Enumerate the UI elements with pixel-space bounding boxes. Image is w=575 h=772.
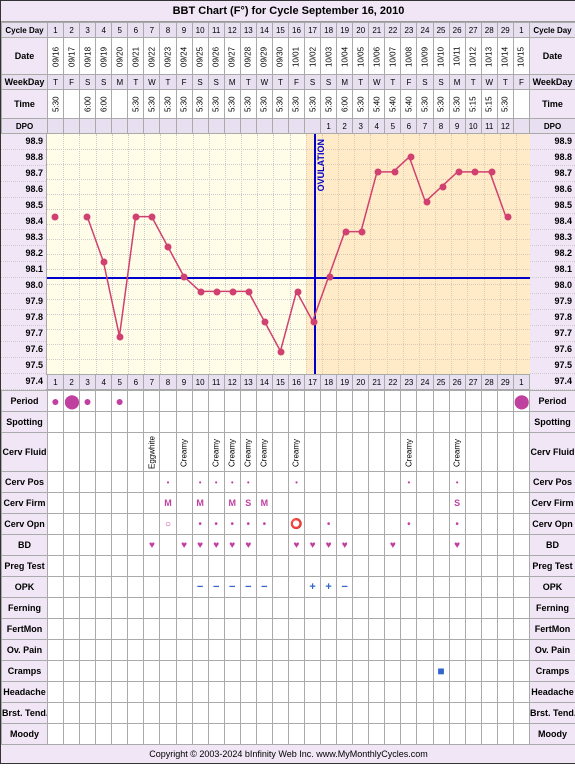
label-time-r: Time: [530, 90, 575, 119]
temp-point: [100, 258, 107, 265]
temp-point: [84, 213, 91, 220]
temp-point: [294, 288, 301, 295]
cycleday-row-top: Cycle Day 123456789101112131415161718192…: [2, 23, 575, 38]
label-cycleday-r: Cycle Day: [530, 23, 575, 38]
label-date-r: Date: [530, 38, 575, 75]
label-time: Time: [2, 90, 48, 119]
temp-point: [213, 288, 220, 295]
row-moody: MoodyMoody: [2, 724, 575, 745]
chart-area: 98.998.898.798.698.598.498.398.298.198.0…: [1, 134, 575, 374]
temp-point: [181, 273, 188, 280]
row-period: Period●⬤●●⬤Period: [2, 391, 575, 412]
date-row: Date 09/1609/1709/1809/1909/2009/2109/22…: [2, 38, 575, 75]
label-weekday-r: WeekDay: [530, 75, 575, 90]
row-cervFluid: Cerv FluidEggwhiteCreamyCreamyCreamyCrea…: [2, 433, 575, 472]
row-cervFirm: Cerv FirmMMMSMSCerv Firm: [2, 493, 575, 514]
cycleday-row-bottom: Cycle Day 123456789101112131415161718192…: [2, 375, 575, 390]
temp-point: [246, 288, 253, 295]
label-weekday: WeekDay: [2, 75, 48, 90]
cycleday-bottom-table: Cycle Day 123456789101112131415161718192…: [1, 374, 575, 390]
temp-point: [52, 213, 59, 220]
temp-point: [116, 333, 123, 340]
temp-point: [472, 168, 479, 175]
temp-point: [375, 168, 382, 175]
row-bd: BD♥♥♥♥♥♥♥♥♥♥♥♥BD: [2, 535, 575, 556]
dpo-row: DPO 123456789101112DPO: [2, 119, 575, 134]
sign-table: Period●⬤●●⬤PeriodSpottingSpottingCerv Fl…: [1, 390, 575, 745]
y-axis-right: 98.998.898.798.698.598.498.398.298.198.0…: [530, 134, 575, 374]
temp-point: [440, 183, 447, 190]
label-dpo: DPO: [2, 119, 48, 134]
label-date: Date: [2, 38, 48, 75]
row-brstTend: Brst. Tend.Brst. Tend.: [2, 703, 575, 724]
temp-point: [423, 198, 430, 205]
row-headache: HeadacheHeadache: [2, 682, 575, 703]
plot-area: OVULATION: [47, 134, 530, 374]
temp-point: [278, 348, 285, 355]
temp-point: [165, 243, 172, 250]
temp-point: [132, 213, 139, 220]
copyright: Copyright © 2003-2024 bInfinity Web Inc.…: [1, 745, 575, 763]
temp-point: [391, 168, 398, 175]
temp-point: [504, 213, 511, 220]
header-table: Cycle Day 123456789101112131415161718192…: [1, 22, 575, 134]
temp-point: [488, 168, 495, 175]
temp-point: [197, 288, 204, 295]
row-cervPos: Cerv Pos••••••••Cerv Pos: [2, 472, 575, 493]
row-opk: OPK−−−−−++−OPK: [2, 577, 575, 598]
label-dpo-r: DPO: [530, 119, 575, 134]
temp-point: [229, 288, 236, 295]
row-ovPain: Ov. PainOv. Pain: [2, 640, 575, 661]
temp-point: [343, 228, 350, 235]
temp-point: [310, 318, 317, 325]
temp-point: [149, 213, 156, 220]
weekday-row: WeekDay TFSSMTWTFSSMTWTFSSMTWTFSSMTWTFWe…: [2, 75, 575, 90]
temp-point: [456, 168, 463, 175]
row-ferning: FerningFerning: [2, 598, 575, 619]
temp-point: [262, 318, 269, 325]
chart-title: BBT Chart (F°) for Cycle September 16, 2…: [1, 1, 575, 22]
ovulation-label: OVULATION: [316, 139, 326, 191]
time-row: Time 5:306:006:005:305:305:305:305:305:3…: [2, 90, 575, 119]
row-spotting: SpottingSpotting: [2, 412, 575, 433]
row-cervOpn: Cerv Opn○•••••⭕•••Cerv Opn: [2, 514, 575, 535]
temp-point: [407, 153, 414, 160]
row-cramps: Cramps■Cramps: [2, 661, 575, 682]
y-axis-left: 98.998.898.798.698.598.498.398.298.198.0…: [1, 134, 47, 374]
temp-point: [326, 273, 333, 280]
row-pregTest: Preg TestPreg Test: [2, 556, 575, 577]
bbt-chart-container: BBT Chart (F°) for Cycle September 16, 2…: [0, 0, 575, 764]
label-cycleday: Cycle Day: [2, 23, 48, 38]
row-fertMon: FertMonFertMon: [2, 619, 575, 640]
temp-point: [359, 228, 366, 235]
